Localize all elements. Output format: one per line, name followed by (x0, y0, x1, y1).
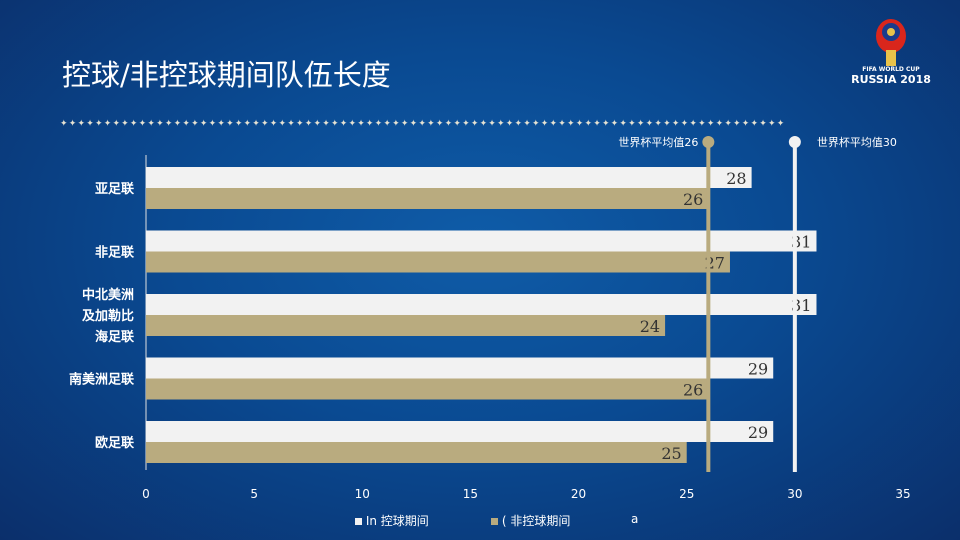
legend-swatch-out (491, 518, 498, 525)
reference-marker (788, 136, 801, 148)
category-label: 海足联 (95, 329, 134, 345)
category-label: 南美洲足联 (69, 372, 134, 388)
category-label: 中北美洲 (82, 287, 134, 303)
reference-label: 世界杯平均值26 (618, 135, 698, 149)
x-tick-label: 10 (355, 487, 370, 501)
legend-item-in: In 控球期间 (355, 512, 429, 529)
decorative-divider: ✦✦✦✦✦✦✦✦✦✦✦✦✦✦✦✦✦✦✦✦✦✦✦✦✦✦✦✦✦✦✦✦✦✦✦✦✦✦✦✦… (60, 119, 786, 129)
legend-label-in: In 控球期间 (365, 514, 429, 528)
category-label: 亚足联 (95, 182, 134, 197)
category-label: 欧足联 (95, 435, 134, 451)
x-tick-label: 0 (142, 487, 150, 501)
data-label: 26 (683, 190, 703, 209)
logo-line1: FIFA WORLD CUP (862, 66, 920, 73)
bar-in (146, 357, 774, 379)
category-label: 非足联 (95, 245, 134, 261)
bar-out (146, 188, 709, 209)
legend-item-out: ( 非控球期间 (491, 512, 570, 529)
data-label: 29 (748, 360, 768, 379)
data-label: 29 (748, 423, 768, 442)
category-label: 及加勒比 (82, 308, 134, 324)
bar-out (146, 442, 687, 463)
bar-out (146, 251, 730, 273)
reference-label: 世界杯平均值30 (817, 135, 897, 149)
legend-label-out: ( 非控球期间 (501, 514, 571, 528)
page-title: 控球/非控球期间队伍长度 (62, 58, 391, 92)
x-tick-label: 20 (571, 487, 586, 501)
data-label: 25 (661, 444, 681, 463)
x-tick-label: 35 (895, 487, 910, 501)
x-tick-label: 15 (463, 487, 478, 501)
bar-out (146, 378, 709, 400)
x-tick-label: 5 (250, 487, 258, 501)
bar-in (146, 421, 774, 442)
bar-in (146, 230, 817, 252)
data-label: 28 (726, 169, 746, 188)
legend-swatch-in (355, 518, 362, 525)
reference-marker (702, 136, 715, 148)
legend-fragment: a (631, 512, 639, 526)
bar-in (146, 167, 752, 188)
logo-line2: RUSSIA 2018 (851, 73, 931, 86)
trophy-icon (876, 19, 906, 66)
bar-out (146, 315, 666, 336)
x-tick-label: 25 (679, 487, 694, 501)
world-cup-logo: FIFA WORLD CUP RUSSIA 2018 (846, 14, 936, 114)
data-label: 24 (640, 317, 660, 336)
x-tick-label: 30 (787, 487, 802, 501)
data-label: 26 (683, 381, 703, 400)
bar-in (146, 294, 817, 315)
